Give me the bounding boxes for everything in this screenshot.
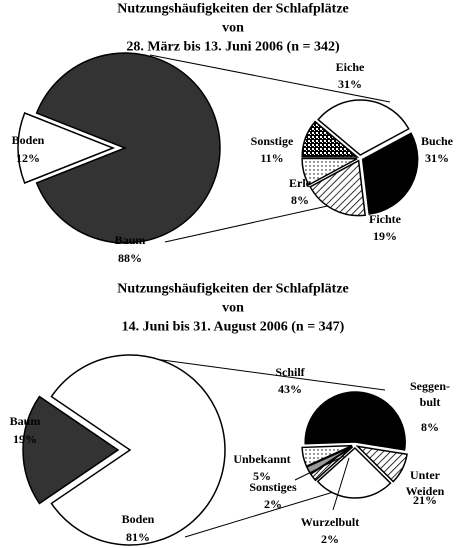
category-label: Erle [289,176,311,190]
category-label: Schilf [275,365,305,379]
pie-slice [309,159,366,217]
pie-slice [301,444,353,468]
pie-slice [301,157,358,186]
value-label: 88% [118,251,142,265]
leader-line [294,455,345,481]
value-label: 43% [278,382,302,396]
category-label: Sonstige [250,134,294,148]
connector-line [164,204,333,243]
value-label: 2% [321,532,339,546]
pie-slice [35,52,221,244]
value-label: 8% [421,420,439,434]
category-label: Unter Weiden [405,468,445,498]
pie-slice [17,112,116,184]
connector-line [149,54,391,103]
pie-slice [361,132,419,215]
category-label: Baum [9,414,41,428]
category-label: Sonstiges [249,480,297,494]
value-label: 8% [291,193,309,207]
pie-slice [50,354,226,546]
leader-line [332,457,350,511]
value-label: 19% [373,229,397,243]
connector-line [139,356,386,391]
category-label: Fichte [369,212,401,226]
value-label: 31% [425,151,449,165]
value-label: 81% [126,530,150,544]
pie-slice [301,120,360,158]
pie-slice [317,99,410,156]
category-label: Boden [11,133,45,147]
category-label: Baum [114,233,146,247]
value-label: 11% [260,151,284,165]
category-label: Eiche [335,60,365,74]
pie-slice [355,445,408,483]
category-label: Unbekannt [233,452,291,466]
value-label: 31% [338,77,362,91]
connector-line [184,489,341,538]
value-label: 2% [264,497,282,511]
chart-title: Nutzungshäufigkeiten der Schlafplätze vo… [117,1,349,55]
category-label: Buche [420,134,454,148]
value-label: 12% [16,151,40,165]
value-label: 21% [413,493,437,507]
category-label: Seggen- bult [410,379,450,409]
value-label: 5% [253,469,271,483]
chart-title: Nutzungshäufigkeiten der Schlafplätze vo… [117,281,349,335]
category-label: Wurzelbult [300,515,360,529]
pie-slice [305,445,353,475]
pie-slice [22,395,120,505]
category-label: Boden [121,512,155,526]
pie-slice [316,446,392,499]
pie-slice [304,391,406,451]
value-label: 19% [13,432,37,446]
